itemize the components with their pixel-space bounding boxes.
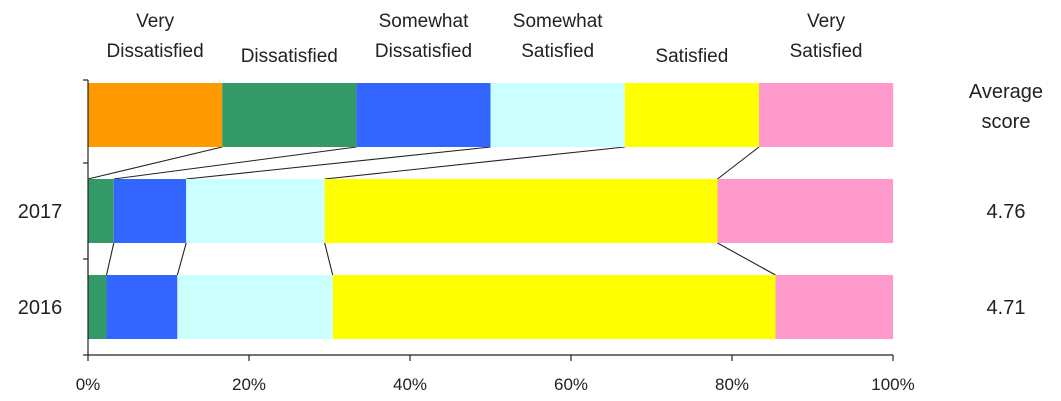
legend-label: Dissatisfied: [241, 46, 338, 67]
legend-bar-segment: [490, 83, 625, 147]
average-score-header: score: [982, 111, 1031, 133]
bar-segment-2017: [88, 179, 114, 243]
connector-line: [324, 146, 625, 180]
series-label: 2016: [18, 297, 63, 319]
legend-label: Satisfied: [521, 41, 594, 62]
series-label: 2017: [18, 201, 63, 223]
connector-line: [87, 146, 223, 180]
legend-bar-segment: [222, 83, 357, 147]
bar-segment-2016: [106, 275, 178, 339]
legend-label: Very: [136, 11, 175, 32]
average-score-value: 4.76: [987, 201, 1026, 223]
x-tick-label: 0%: [76, 375, 101, 394]
bar-segment-2016: [177, 275, 333, 339]
connector-line: [717, 242, 776, 276]
legend-bar-segment: [624, 83, 759, 147]
x-tick-label: 20%: [232, 375, 266, 394]
average-score-value: 4.71: [987, 297, 1026, 319]
x-tick-label: 80%: [715, 375, 749, 394]
connector-line: [113, 146, 357, 180]
legend-label: Satisfied: [790, 41, 863, 62]
legend-bar-segment: [88, 83, 223, 147]
bar-segment-2016: [332, 275, 776, 339]
legend-label: Dissatisfied: [107, 41, 204, 62]
legend-bar-segment: [356, 83, 491, 147]
bar-segment-2017: [324, 179, 718, 243]
bar-segment-2016: [88, 275, 107, 339]
legend-label: Satisfied: [655, 46, 728, 67]
bar-segment-2016: [775, 275, 893, 339]
connector-line: [176, 242, 187, 276]
legend-label: Dissatisfied: [375, 41, 472, 62]
connector-line: [105, 242, 115, 276]
connector-line: [186, 146, 491, 180]
connector-line: [324, 242, 334, 276]
legend-label: Somewhat: [513, 11, 603, 32]
legend-label: Very: [807, 11, 846, 32]
x-tick-label: 40%: [393, 375, 427, 394]
bar-segment-2017: [113, 179, 187, 243]
x-tick-label: 100%: [871, 375, 914, 394]
bar-segment-2017: [717, 179, 893, 243]
connector-line: [717, 146, 760, 180]
legend-bar-segment: [758, 83, 894, 147]
legend-label: Somewhat: [379, 11, 469, 32]
average-score-header: Average: [969, 81, 1043, 103]
bar-segment-2017: [186, 179, 325, 243]
x-tick-label: 60%: [554, 375, 588, 394]
